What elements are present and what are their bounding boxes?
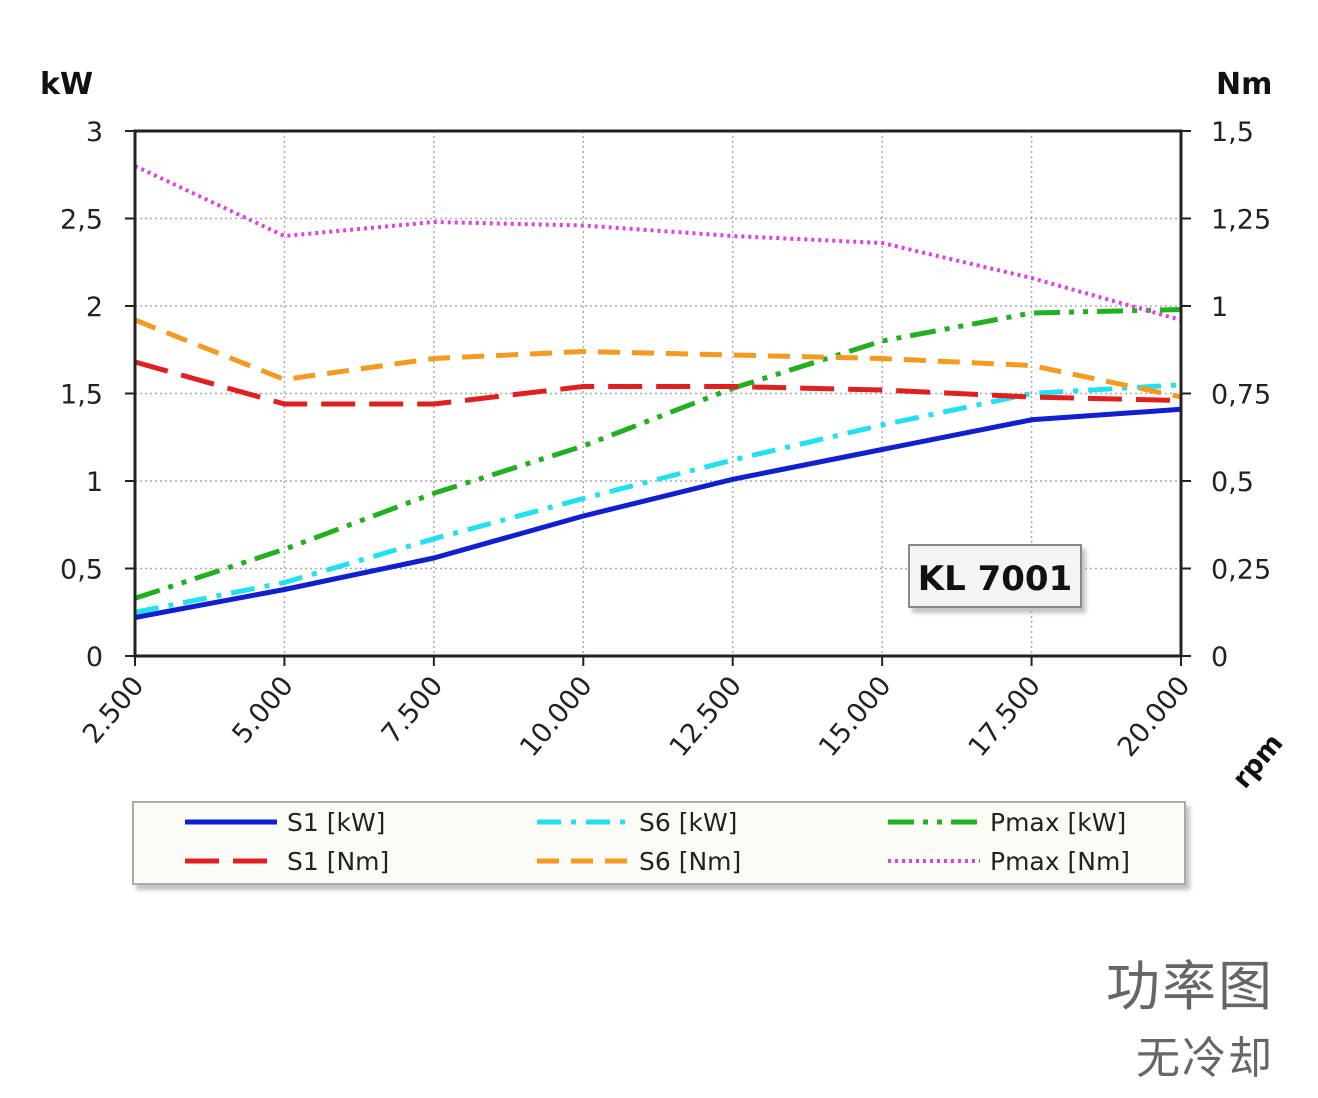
y-left-unit: kW [40,67,93,102]
series-line-pmax-kw [134,307,1182,601]
y-left-tick-label: 2 [86,292,103,323]
x-tick-label: 20.000 [1112,671,1196,763]
series-line-pmax-nm [134,164,1182,322]
y-right-tick-label: 1,5 [1211,117,1254,148]
series-line-s1-kw [134,406,1182,620]
y-left-tick-label: 1,5 [60,380,103,411]
y-left-tick-label: 0 [86,642,103,673]
legend-label: Pmax [Nm] [990,847,1130,876]
caption-title: 功率图 [1106,955,1274,1018]
series-line-s1-nm [134,359,1182,407]
y-right-tick-label: 0,75 [1211,380,1271,411]
y-right-tick-label: 1,25 [1211,205,1271,236]
series-lines [134,164,1182,620]
y-left-tick-label: 2,5 [60,205,103,236]
x-tick-label: 17.500 [962,671,1046,763]
x-tick-label: 12.500 [664,671,748,763]
y-right-unit: Nm [1216,67,1272,102]
x-tick-label: 15.000 [813,671,897,763]
y-right-tick-label: 0 [1211,642,1228,673]
legend: S1 [kW] S6 [kW] Pmax [kW] S1 [Nm] S6 [Nm] Pma… [132,801,1186,885]
model-badge: KL 7001 [908,544,1082,608]
y-right-tick-label: 1 [1211,292,1228,323]
x-tick-label: 7.500 [376,671,449,750]
y-left-tick-label: 3 [86,117,103,148]
legend-label: S1 [Nm] [287,847,389,876]
legend-label: S1 [kW] [287,808,385,837]
x-tick-label: 5.000 [226,671,299,750]
caption-subtitle: 无冷却 [1136,1033,1274,1084]
legend-label: S6 [Nm] [639,847,741,876]
y-left-tick-label: 1 [86,467,103,498]
x-tick-label: 10.000 [514,671,598,763]
x-unit: rpm [1227,728,1290,794]
legend-label: Pmax [kW] [990,808,1126,837]
y-right-tick-label: 0,25 [1211,555,1271,586]
model-badge-label: KL 7001 [918,559,1072,599]
x-tick-label: 2.500 [77,671,150,750]
axis-ticks: 0 0 0,5 0,25 1 0,5 1,5 0,75 2 1 2,5 1,25 3 1,5 2.500 5.… [60,117,1271,763]
series-line-s6-nm [134,317,1182,400]
legend-label: S6 [kW] [639,808,737,837]
y-right-tick-label: 0,5 [1211,467,1254,498]
series-line-s6-kw [134,382,1182,615]
y-left-tick-label: 0,5 [60,555,103,586]
power-chart: 0 0 0,5 0,25 1 0,5 1,5 0,75 2 1 2,5 1,25 3 1,5 2.500 5.… [40,67,1290,885]
